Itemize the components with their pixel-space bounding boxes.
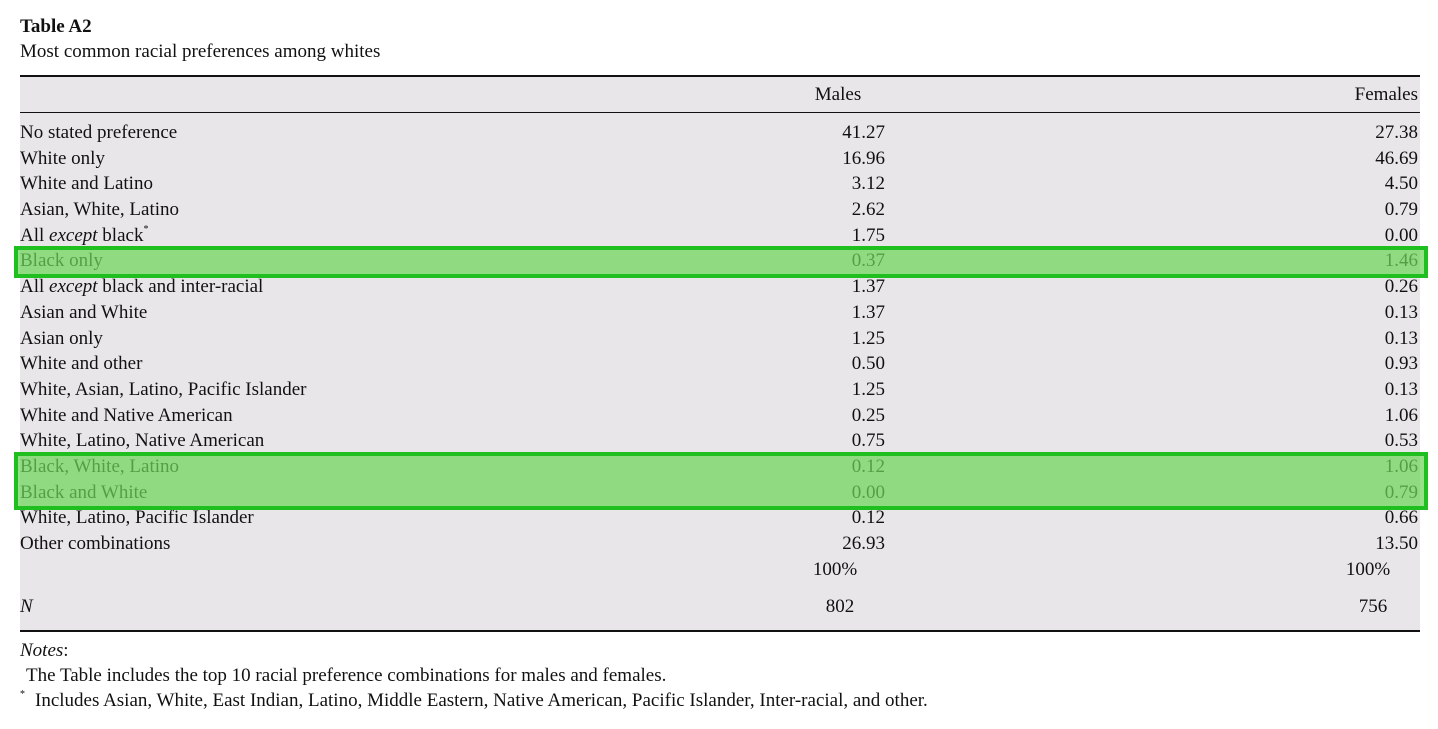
total-value: 100% <box>1345 559 1391 580</box>
cell-value: 41.27 <box>842 122 885 143</box>
cell-value: 1.37 <box>851 301 885 323</box>
row-label: Other combinations <box>20 532 170 556</box>
text-part: black <box>97 224 144 246</box>
row-label: Asian only <box>20 327 103 351</box>
row-label: White, Asian, Latino, Pacific Islander <box>20 378 307 402</box>
text-part: Asian, White, Latino <box>20 199 180 221</box>
cell-value: 0.50 <box>851 353 885 375</box>
row-label: White and other <box>20 352 142 376</box>
text-part: No stated preference <box>20 122 178 143</box>
text-part: White only <box>20 147 105 169</box>
cell-value: 16.96 <box>842 147 885 169</box>
text-part: Asian and White <box>20 301 148 323</box>
text-part: All <box>20 276 50 298</box>
cell-value: 0.13 <box>1384 327 1418 349</box>
cell-value: 0.13 <box>1384 378 1418 400</box>
cell-value: 0.26 <box>1384 276 1418 298</box>
italic-part: except <box>49 224 98 246</box>
cell-value: 0.79 <box>1384 199 1418 221</box>
cell-value: 1.25 <box>851 327 885 349</box>
text-part: White and other <box>20 353 143 375</box>
cell-value: 1.75 <box>851 224 885 246</box>
row-label: Asian and White <box>20 301 147 325</box>
row-label: No stated preference <box>20 121 177 145</box>
table-subtitle: Most common racial preferences among whi… <box>20 41 381 62</box>
row-label: All except black and inter-racial <box>20 275 263 299</box>
cell-value: 13.50 <box>1375 533 1418 555</box>
note-line: The Table includes the top 10 racial pre… <box>20 664 666 688</box>
cell-value: 0.53 <box>1384 430 1418 452</box>
cell-value: 1.25 <box>851 378 885 400</box>
row-label: White and Native American <box>20 404 233 428</box>
italic-part: except <box>49 276 98 298</box>
table-background <box>20 75 1420 631</box>
cell-value: 0.00 <box>1384 224 1418 246</box>
n-label: N <box>20 596 33 617</box>
cell-value: 27.38 <box>1375 122 1418 143</box>
cell-value: 46.69 <box>1375 147 1418 169</box>
text-part: White and Latino <box>20 173 153 195</box>
text-part: black and inter-racial <box>97 276 264 298</box>
text-part: All <box>20 224 50 246</box>
cell-value: 0.12 <box>851 507 885 529</box>
notes-heading: Notes: <box>20 639 69 663</box>
cell-value: 2.62 <box>851 199 885 221</box>
text-part: Asian only <box>20 327 103 349</box>
cell-value: 0.13 <box>1384 301 1418 323</box>
footnote-mark: * <box>143 223 149 235</box>
cell-value: 26.93 <box>842 533 885 555</box>
row-label: White and Latino <box>20 172 153 196</box>
cell-value: 3.12 <box>851 173 885 195</box>
cell-value: 1.37 <box>851 276 885 298</box>
note-text: The Table includes the top 10 racial pre… <box>26 665 667 686</box>
text-part: Other combinations <box>20 533 171 555</box>
text-part: White, Latino, Native American <box>20 430 265 452</box>
cell-value: 1.06 <box>1384 404 1418 426</box>
n-value: 756 <box>1358 596 1388 617</box>
row-label: White only <box>20 147 105 171</box>
top-rule <box>20 75 1420 77</box>
column-header: Females <box>1354 84 1418 105</box>
cell-value: 0.25 <box>851 404 885 426</box>
cell-value: 4.50 <box>1384 173 1418 195</box>
text-part: : <box>63 640 69 661</box>
italic-part: Notes <box>20 640 64 661</box>
header-rule <box>20 112 1420 113</box>
cell-value: 0.93 <box>1384 353 1418 375</box>
text-part: White, Latino, Pacific Islander <box>20 507 254 529</box>
highlight-box <box>14 451 1428 510</box>
row-label: Asian, White, Latino <box>20 198 179 222</box>
n-value: 802 <box>825 596 855 617</box>
text-part: White and Native American <box>20 404 233 426</box>
text-part: White, Asian, Latino, Pacific Islander <box>20 378 307 400</box>
cell-value: 0.75 <box>851 430 885 452</box>
bottom-rule <box>20 630 1420 632</box>
note-line: * Includes Asian, White, East Indian, Lat… <box>20 689 928 713</box>
total-value: 100% <box>812 559 858 580</box>
row-label: White, Latino, Pacific Islander <box>20 506 254 530</box>
highlight-box <box>14 246 1428 279</box>
cell-value: 0.66 <box>1384 507 1418 529</box>
footnote-mark: * <box>20 689 25 700</box>
table-title: Table A2 <box>20 16 92 37</box>
note-text: Includes Asian, White, East Indian, Lati… <box>35 690 928 711</box>
column-header: Males <box>814 84 862 105</box>
row-label: All except black* <box>20 224 148 248</box>
row-label: White, Latino, Native American <box>20 429 264 453</box>
